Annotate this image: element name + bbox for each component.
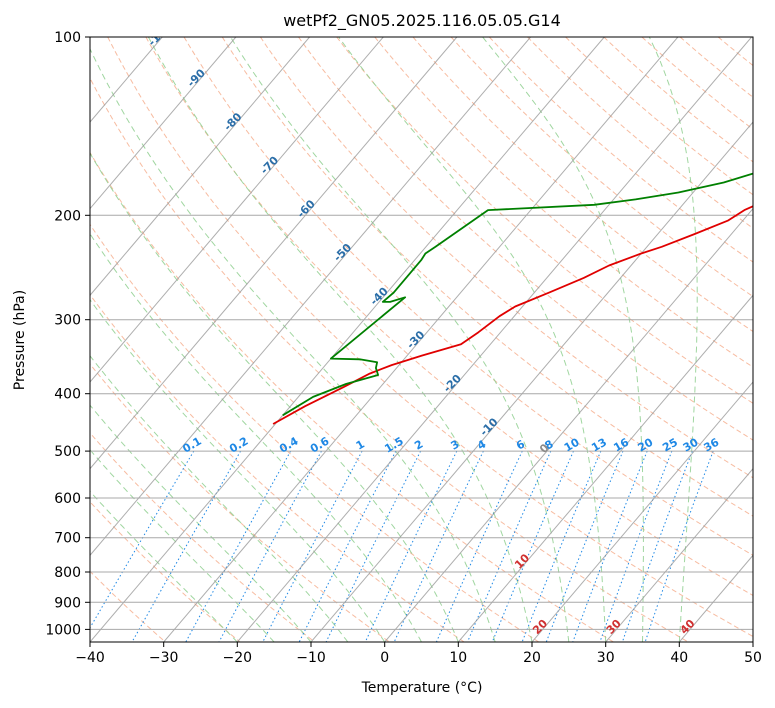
y-tick-label: 100 (54, 30, 81, 46)
dry-adiabat (90, 77, 689, 642)
x-axis-label: Temperature (°C) (361, 680, 483, 696)
dry-adiabat (90, 293, 465, 642)
moist-adiabat (90, 298, 386, 642)
mixing-ratio-line (644, 450, 714, 642)
dry-adiabat (90, 151, 614, 642)
mixing-ratio-line (364, 450, 458, 642)
x-tick-label: 0 (380, 650, 389, 666)
dry-adiabat (527, 37, 753, 229)
y-axis-label: Pressure (hPa) (12, 290, 28, 390)
moist-adiabats (90, 37, 698, 642)
skewed-isotherms (90, 37, 753, 642)
y-tick-label: 1000 (45, 622, 81, 638)
dry-adiabats (90, 37, 753, 642)
x-tick-label: −30 (149, 650, 179, 666)
isotherm-line (236, 37, 752, 642)
moist-adiabat (90, 47, 496, 642)
isotherm-line (90, 37, 458, 470)
mixing-ratio-line (131, 450, 242, 642)
mixing-ratio-line (521, 450, 602, 642)
y-tick-label: 700 (54, 531, 81, 547)
isotherm-line (90, 37, 605, 642)
isotherm-line (90, 37, 310, 297)
x-tick-label: 10 (449, 650, 467, 666)
x-tick-label: −20 (223, 650, 253, 666)
sounding-profiles (272, 172, 753, 425)
dry-adiabat (183, 37, 753, 556)
temperature-profile (272, 205, 753, 425)
isotherm-line (310, 121, 753, 642)
y-tick-label: 600 (54, 491, 81, 507)
isotherm-line (457, 294, 753, 642)
y-tick-label: 300 (54, 313, 81, 329)
moist-adiabat (230, 37, 570, 642)
dry-adiabat (90, 432, 316, 642)
plot-area: 0.10.20.40.611.52346810131620253036-100-… (90, 20, 753, 642)
isotherm-line (384, 207, 753, 642)
dewpoint-profile (282, 172, 753, 417)
x-tick-label: 30 (597, 650, 615, 666)
x-tick-label: −40 (75, 650, 105, 666)
mixing-ratio-line (435, 450, 523, 642)
isotherm-line (90, 37, 384, 383)
moist-adiabat (338, 37, 607, 642)
dry-adiabat (603, 37, 753, 163)
y-tick-label: 800 (54, 565, 81, 581)
x-axis: −40 −30 −20 −10 0 10 20 30 40 50 (75, 642, 762, 666)
isotherm-label: -100 (145, 20, 174, 49)
x-tick-label: −10 (296, 650, 326, 666)
dry-adiabat (145, 37, 753, 597)
dry-adiabat (90, 501, 241, 642)
chart-title: wetPf2_GN05.2025.116.05.05.G14 (283, 11, 561, 31)
moist-adiabat (147, 37, 533, 642)
y-tick-label: 400 (54, 387, 81, 403)
isotherm-line (90, 37, 237, 210)
isotherm-line (605, 467, 753, 642)
dry-adiabat (107, 37, 753, 638)
isotherm-line (90, 37, 531, 557)
mixing-ratio-line (467, 450, 552, 642)
mixing-ratio-lines (90, 450, 714, 642)
isobar-gridlines (90, 37, 753, 630)
x-tick-label: 50 (744, 650, 762, 666)
x-tick-label: 40 (670, 650, 688, 666)
mixing-ratio-line (218, 450, 322, 642)
moist-adiabat (90, 355, 349, 642)
moist-adiabat (482, 37, 644, 642)
dry-adiabat (90, 223, 540, 642)
dry-adiabat (336, 37, 753, 404)
moist-adiabat (90, 404, 312, 642)
dry-adiabat (412, 37, 753, 333)
dry-adiabat (90, 363, 390, 642)
mixing-ratio-line (262, 450, 363, 642)
isotherm-line (163, 37, 679, 642)
mixing-ratio-line (185, 450, 292, 642)
plot-frame (89, 36, 754, 643)
moist-adiabat (648, 37, 698, 642)
dry-adiabat (221, 37, 753, 517)
y-tick-label: 500 (54, 444, 81, 460)
y-axis: 100 200 300 400 500 600 700 800 900 1000 (45, 30, 90, 638)
x-tick-label: 20 (523, 650, 541, 666)
moist-adiabat (90, 232, 422, 642)
moist-adiabat (90, 152, 459, 642)
y-tick-label: 200 (54, 208, 81, 224)
isotherm-line (531, 381, 753, 642)
dry-adiabat (488, 37, 753, 263)
mixing-ratio-line (90, 450, 195, 629)
dry-adiabat (298, 37, 753, 441)
mixing-ratio-line (491, 450, 574, 642)
y-tick-label: 900 (54, 595, 81, 611)
